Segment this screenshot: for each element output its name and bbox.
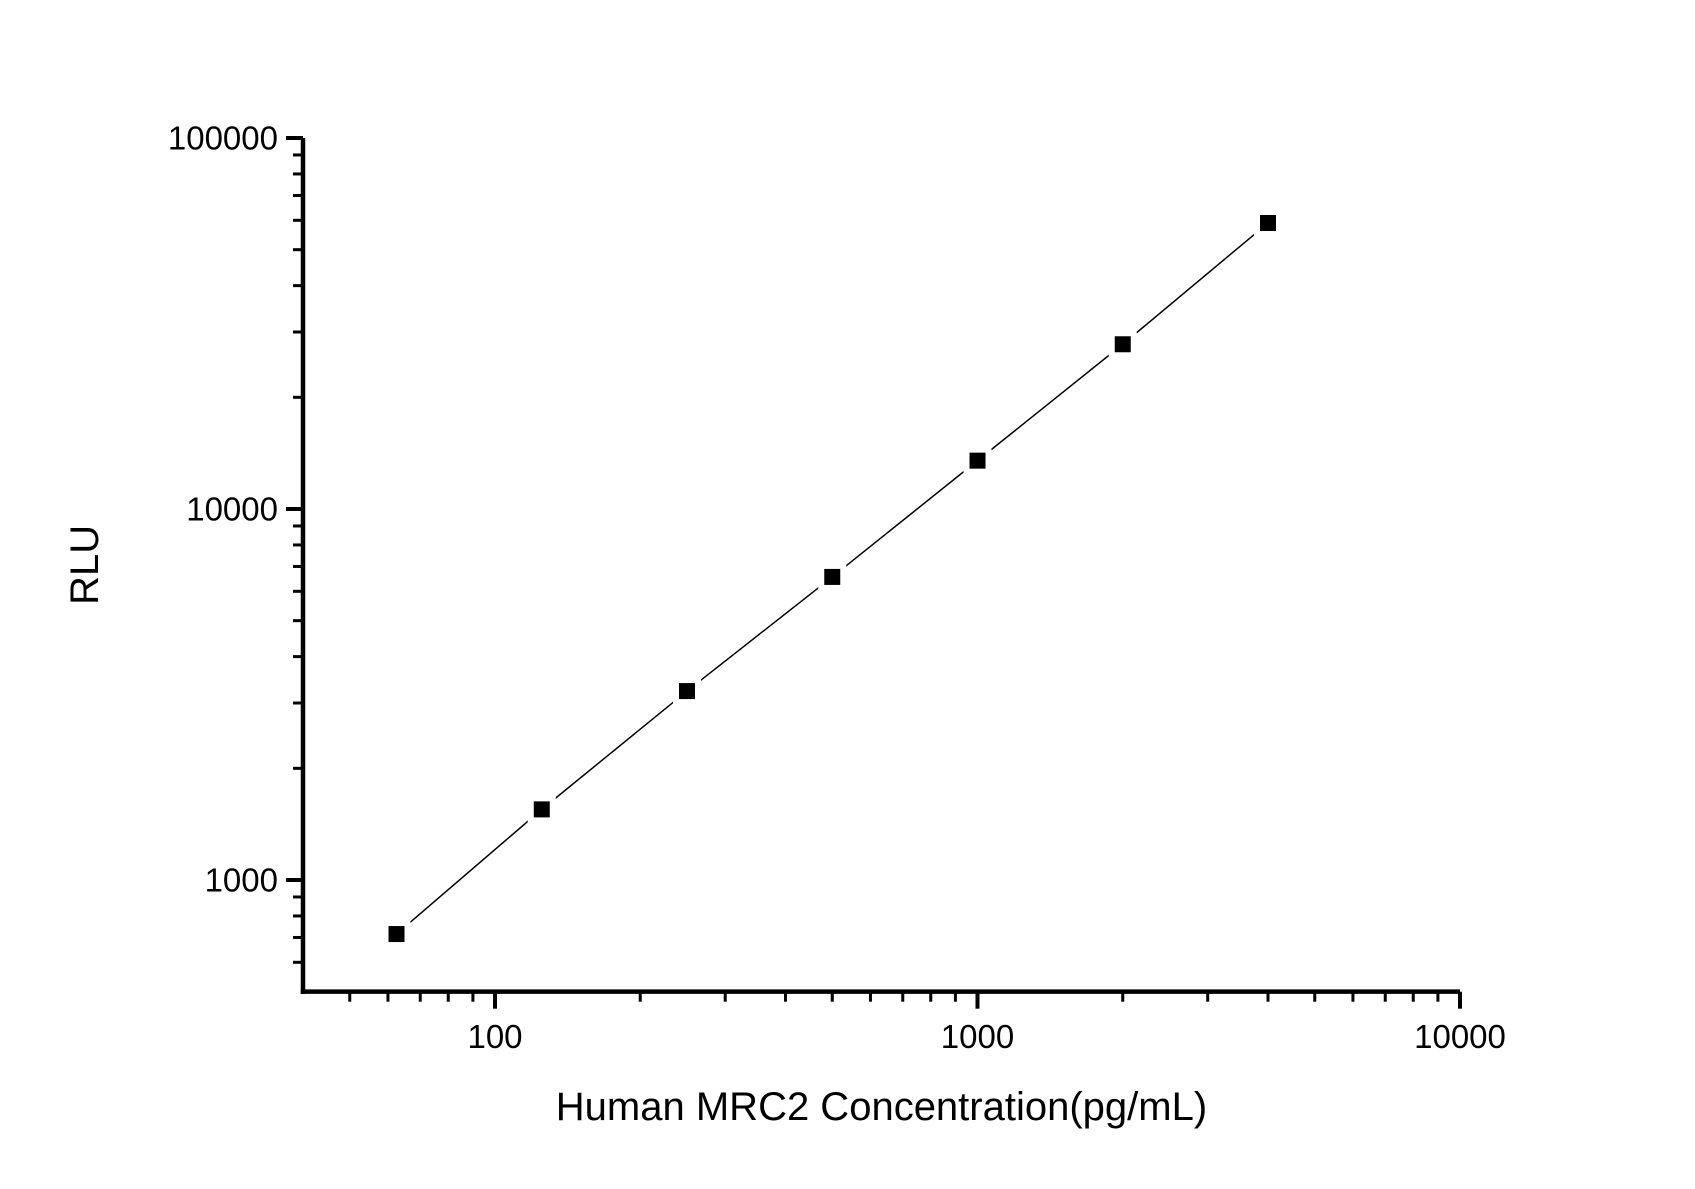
data-point-marker-0 [388, 926, 405, 943]
x-tick-label: 1000 [941, 1018, 1014, 1055]
data-point-marker-3 [824, 568, 841, 585]
data-point-marker-6 [1259, 215, 1276, 232]
y-axis-title: RLU [63, 525, 107, 605]
y-tick-label: 10000 [186, 491, 278, 528]
data-point-marker-4 [969, 452, 986, 469]
y-tick-label: 100000 [168, 120, 278, 157]
x-tick-label: 10000 [1414, 1018, 1506, 1055]
y-tick-label: 1000 [205, 862, 278, 899]
x-axis-title: Human MRC2 Concentration(pg/mL) [556, 1085, 1207, 1129]
x-tick-label: 100 [467, 1018, 522, 1055]
data-point-marker-5 [1114, 336, 1131, 353]
data-point-marker-2 [679, 683, 696, 700]
data-point-marker-1 [533, 801, 550, 818]
